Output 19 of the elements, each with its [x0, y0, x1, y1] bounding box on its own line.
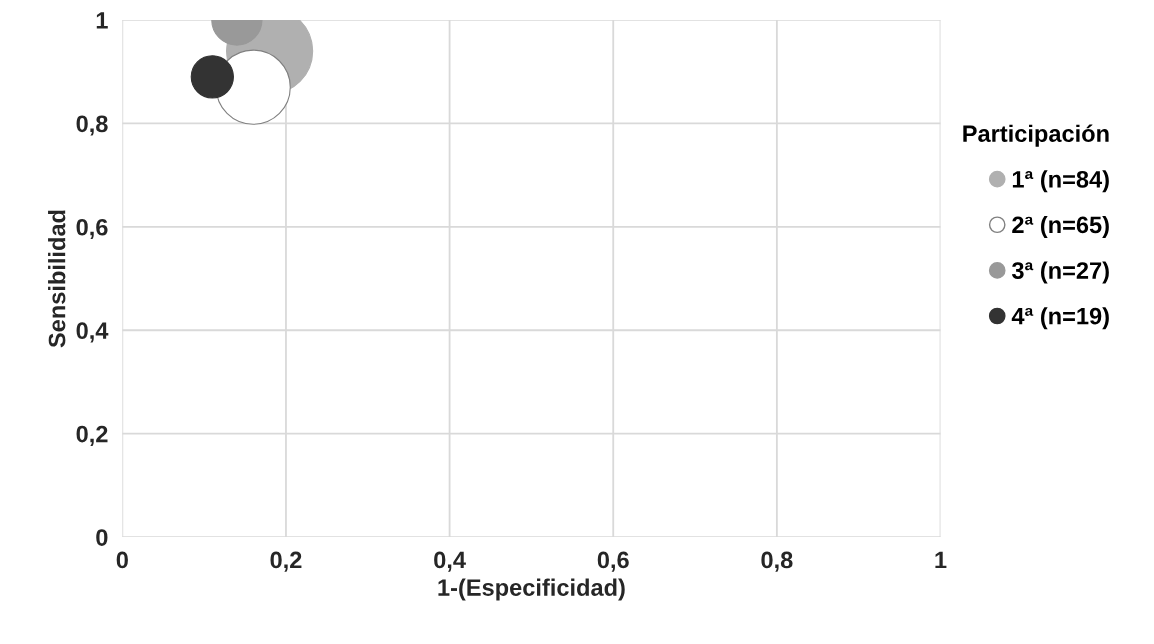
legend-label: 2ª (n=65): [1012, 215, 1109, 238]
x-tick-label: 0,8: [761, 551, 793, 572]
y-tick-label: 0,2: [76, 425, 108, 446]
legend-label: 3ª (n=27): [1011, 261, 1109, 284]
y-axis-title: Sensibilidad: [48, 210, 66, 348]
y-tick-label: 0,6: [76, 218, 108, 240]
y-tick-label: 0: [96, 529, 108, 546]
y-tick-label: 0,8: [76, 115, 108, 136]
legend-label: 4ª (n=19): [1011, 307, 1109, 330]
legend-title: Participación: [963, 124, 1109, 147]
x-tick-label: 0,2: [270, 551, 302, 572]
x-tick-label: 0: [116, 551, 128, 569]
x-tick-label: 0,6: [597, 551, 629, 572]
y-tick-label: 1: [96, 12, 108, 29]
x-tick-label: 1: [935, 551, 947, 569]
legend-label: 1ª (n=84): [1012, 170, 1109, 193]
x-tick-label: 0,4: [434, 551, 466, 572]
x-axis-title: 1-(Especificidad): [438, 578, 625, 601]
y-tick-label: 0,4: [76, 322, 109, 343]
